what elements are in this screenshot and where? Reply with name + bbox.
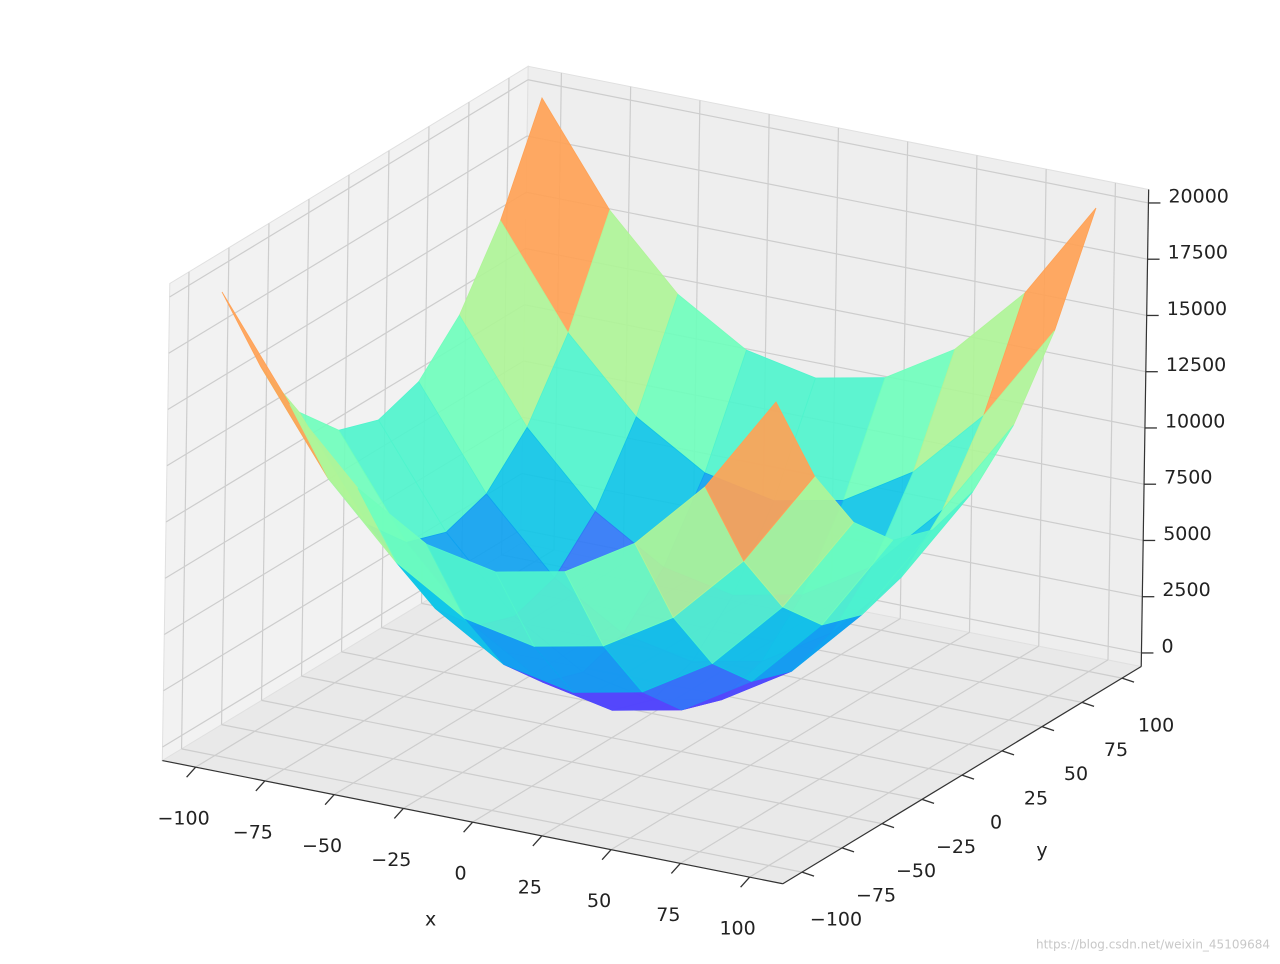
x-tick-label: −100 (157, 808, 209, 830)
grid-line (526, 135, 1148, 260)
tick-mark (601, 849, 612, 861)
z-tick-label: 7500 (1164, 467, 1212, 489)
tick-mark (532, 835, 543, 847)
x-axis-line (162, 759, 783, 885)
grid-line (221, 724, 843, 849)
tick-mark (881, 822, 895, 829)
tick-mark (324, 794, 335, 806)
tick-mark (841, 847, 855, 853)
tick-mark (1081, 701, 1095, 707)
surface-patch (704, 401, 815, 562)
grid-line (341, 651, 963, 776)
grid-line (166, 247, 526, 467)
grid-line (301, 675, 923, 800)
watermark: https://blog.csdn.net/weixin_45109684 (1036, 938, 1270, 952)
x-tick-label: 0 (455, 863, 467, 885)
x-tick-label: 50 (587, 890, 611, 912)
y-axis-line (782, 665, 1142, 885)
grid-line (169, 79, 529, 298)
grid-line (167, 191, 527, 411)
z-tick-label: 17500 (1168, 242, 1228, 264)
z-tick-label: 0 (1161, 635, 1173, 657)
tick-mark (463, 821, 474, 833)
grid-line (181, 748, 803, 873)
grid-line (261, 699, 883, 825)
y-tick-label: −25 (936, 836, 976, 858)
tick-mark (740, 876, 751, 888)
y-tick-label: −75 (856, 884, 896, 906)
tick-mark (921, 798, 935, 804)
y-tick-label: 75 (1104, 739, 1128, 761)
y-tick-label: −100 (810, 909, 862, 931)
z-axis-line (1140, 189, 1150, 667)
tick-mark (186, 766, 197, 778)
x-tick-label: −50 (302, 835, 342, 857)
tick-mark (255, 780, 266, 792)
tick-mark (1041, 725, 1055, 732)
y-tick-label: 100 (1138, 715, 1174, 737)
tick-mark (393, 807, 404, 819)
z-tick-label: 12500 (1166, 354, 1226, 376)
x-axis-label: x (425, 909, 436, 931)
z-tick-label: 5000 (1163, 523, 1211, 545)
tick-mark (1001, 750, 1015, 756)
grid-line (168, 135, 528, 354)
y-tick-label: 50 (1064, 763, 1088, 785)
x-tick-label: 75 (656, 904, 680, 926)
z-tick-label: 15000 (1167, 298, 1227, 320)
tick-mark (801, 871, 815, 877)
tick-mark (961, 774, 975, 780)
z-tick-label: 20000 (1168, 185, 1228, 207)
surface (221, 97, 1097, 711)
x-tick-label: −25 (371, 849, 411, 871)
y-tick-label: 25 (1024, 787, 1048, 809)
x-tick-label: 100 (719, 918, 755, 940)
x-tick-label: −75 (233, 821, 273, 843)
y-tick-label: 0 (990, 812, 1002, 834)
y-tick-label: −50 (896, 860, 936, 882)
tick-mark (670, 862, 681, 874)
z-tick-label: 2500 (1162, 579, 1210, 601)
z-tick-label: 10000 (1165, 410, 1225, 432)
y-axis-label: y (1036, 840, 1047, 862)
tick-mark (1121, 677, 1135, 683)
x-tick-label: 25 (518, 876, 542, 898)
grid-line (527, 79, 1149, 204)
